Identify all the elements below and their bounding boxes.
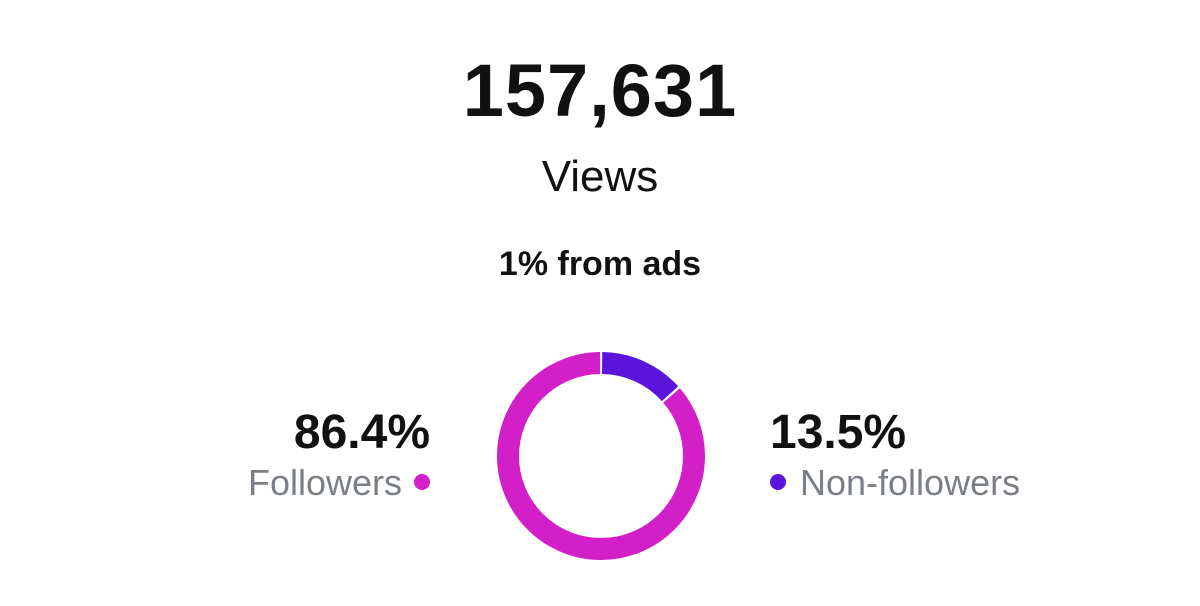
donut-chart	[497, 352, 705, 560]
non-followers-dot-icon	[770, 474, 786, 491]
followers-label: Followers	[247, 462, 402, 503]
non-followers-label: Non-followers	[800, 462, 1021, 503]
views-count: 157,631	[462, 49, 738, 132]
followers-percent: 86.4%	[293, 406, 430, 459]
views-label: Views	[541, 152, 659, 201]
non-followers-percent: 13.5%	[770, 406, 907, 459]
followers-legend-row: Followers	[248, 461, 430, 505]
legend-non-followers: 13.5% Non-followers	[770, 405, 1020, 505]
non-followers-legend-row: Non-followers	[770, 461, 1020, 505]
followers-dot-icon	[414, 474, 430, 491]
donut-segment-followers	[497, 352, 705, 560]
legend-followers: 86.4% Followers	[248, 405, 430, 505]
ads-note: 1% from ads	[498, 245, 702, 283]
